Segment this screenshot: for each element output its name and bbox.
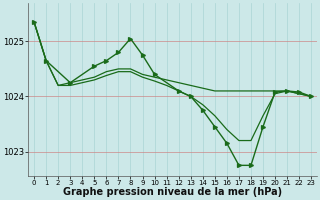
- X-axis label: Graphe pression niveau de la mer (hPa): Graphe pression niveau de la mer (hPa): [63, 187, 282, 197]
